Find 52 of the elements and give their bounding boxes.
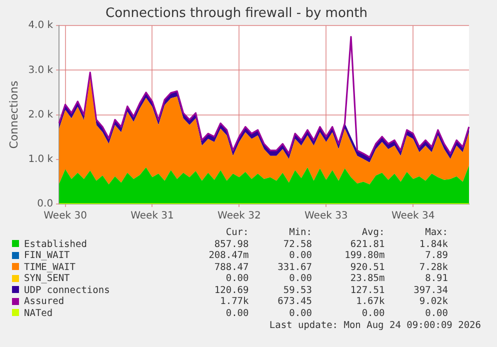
text: 920.51 [349, 262, 386, 273]
text: 397.34 [412, 284, 449, 296]
text: 23.85m [349, 273, 386, 284]
text: 0.00 [224, 273, 250, 284]
y-tick-label: 4.0 k [28, 20, 54, 32]
text: Max: [424, 227, 449, 238]
legend-label: UDP connections [23, 284, 111, 296]
text: 673.45 [276, 296, 313, 308]
text: 208.47m [208, 250, 250, 262]
text: 1.67k [355, 296, 386, 308]
x-tick-label: Week 33 [304, 210, 348, 222]
legend-label: Assured [23, 296, 66, 308]
text: Avg: [360, 227, 386, 238]
text: 0.00 [288, 308, 313, 319]
text: 1.84k [418, 238, 449, 250]
legend-label: TIME_WAIT [23, 262, 76, 273]
y-axis-title: Connections [7, 80, 20, 149]
text: 0.00 [288, 273, 313, 284]
y-tick-label: 1.0 k [28, 154, 54, 165]
text: 857.98 [213, 238, 250, 250]
chart-title: Connections through firewall - by month [106, 6, 368, 22]
x-tick-label: Week 34 [391, 210, 435, 222]
text: 331.67 [276, 262, 313, 273]
x-tick-label: Week 31 [130, 210, 174, 222]
text: 621.81 [349, 238, 386, 250]
text: 7.89 [424, 250, 449, 262]
text: 7.28k [418, 262, 449, 273]
y-tick-label: 3.0 k [28, 64, 54, 76]
text: 59.53 [282, 284, 313, 296]
text: 0.00 [424, 308, 449, 319]
text: 0.00 [224, 308, 250, 319]
text: Cur: [224, 227, 250, 238]
text: 9.02k [418, 296, 449, 308]
legend-label: Established [23, 238, 88, 250]
text: 0.00 [288, 250, 313, 262]
y-tick-label: 0.0 [37, 198, 54, 210]
text: 120.69 [213, 284, 250, 296]
text: 199.80m [344, 250, 386, 262]
x-tick-label: Week 32 [218, 210, 261, 222]
legend-label: SYN_SENT [23, 273, 71, 284]
text: Last update: Mon Aug 24 09:00:09 2026 [269, 320, 481, 331]
text: Min: [288, 227, 313, 238]
text: 1.77k [219, 296, 250, 308]
text: 72.58 [282, 238, 313, 250]
text: 8.91 [424, 273, 449, 284]
x-tick-label: Week 30 [44, 210, 87, 222]
legend-label: NATed [23, 308, 54, 319]
text: 127.51 [349, 284, 386, 296]
y-tick-label: 2.0 k [28, 109, 54, 120]
text: 0.00 [360, 308, 386, 319]
legend-label: FIN_WAIT [23, 250, 71, 262]
text: 788.47 [213, 262, 250, 273]
